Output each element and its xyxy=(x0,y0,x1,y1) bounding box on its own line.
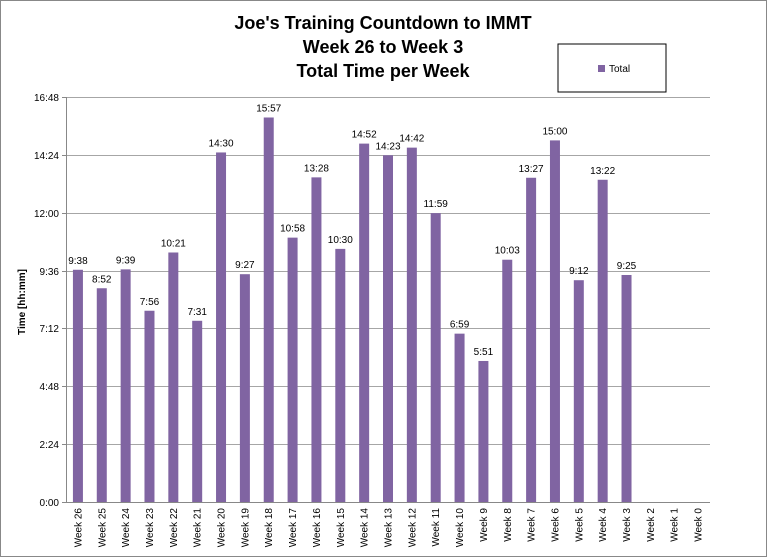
y-axis-label: Time [hh:mm] xyxy=(17,269,28,335)
y-tick-label: 14:24 xyxy=(34,151,59,162)
x-tick-label: Week 19 xyxy=(240,508,251,548)
bar xyxy=(287,237,298,503)
x-tick-label: Week 20 xyxy=(217,508,228,548)
legend-box xyxy=(557,43,667,93)
bar xyxy=(263,117,274,503)
chart-title-line-3: Total Time per Week xyxy=(296,61,470,81)
x-tick-label: Week 26 xyxy=(73,508,84,548)
x-tick-label: Week 24 xyxy=(121,508,132,548)
data-label: 10:30 xyxy=(328,235,353,246)
x-tick-label: Week 21 xyxy=(193,508,204,548)
bar xyxy=(526,177,537,502)
bar xyxy=(311,177,322,503)
x-tick-label: Week 15 xyxy=(336,508,347,548)
x-tick-label: Week 0 xyxy=(694,508,705,542)
data-label: 9:25 xyxy=(617,261,637,272)
bar xyxy=(406,147,417,503)
bar xyxy=(120,269,131,502)
data-label: 13:27 xyxy=(519,164,544,175)
data-label: 14:42 xyxy=(399,134,424,145)
x-tick-label: Week 10 xyxy=(455,508,466,548)
data-label: 8:52 xyxy=(92,274,112,285)
x-tick-label: Week 22 xyxy=(169,508,180,548)
x-tick-label: Week 14 xyxy=(360,508,371,548)
legend-swatch xyxy=(598,65,605,72)
x-tick-label: Week 11 xyxy=(431,508,442,547)
data-label: 10:03 xyxy=(495,246,520,257)
legend: Total xyxy=(557,43,667,93)
data-labels: 9:38 8:52 9:39 7:56 10:21 7:31 14:30 9:27 15:57 1… xyxy=(68,103,636,357)
data-label: 10:21 xyxy=(161,238,186,249)
chart-title-line-2: Week 26 to Week 3 xyxy=(303,37,463,57)
data-label: 13:22 xyxy=(590,166,615,177)
y-tick-label: 16:48 xyxy=(34,93,59,104)
x-tick-label: Week 7 xyxy=(527,508,538,542)
data-label: 9:39 xyxy=(116,255,136,266)
x-tick-label: Week 1 xyxy=(670,508,681,542)
data-label: 9:27 xyxy=(235,260,255,271)
bars xyxy=(72,117,632,503)
y-tick-label: 4:48 xyxy=(40,382,60,393)
x-tick-label: Week 17 xyxy=(288,508,299,548)
data-label: 7:31 xyxy=(187,307,207,318)
y-tick-label: 9:36 xyxy=(40,267,60,278)
x-tick-label: Week 13 xyxy=(384,508,395,548)
x-tick-label: Week 12 xyxy=(407,508,418,548)
data-label: 15:57 xyxy=(256,103,281,114)
x-axis-ticks: Week 26 Week 25 Week 24 Week 23 Week 22 Week … xyxy=(73,508,704,548)
bar xyxy=(168,252,179,502)
bar xyxy=(573,280,584,502)
bar xyxy=(383,155,393,502)
x-tick-label: Week 23 xyxy=(145,508,156,548)
data-label: 9:38 xyxy=(68,256,88,267)
x-tick-label: Week 9 xyxy=(479,508,490,542)
data-label: 14:23 xyxy=(375,141,400,152)
x-tick-label: Week 18 xyxy=(264,508,275,548)
x-tick-label: Week 25 xyxy=(97,508,108,548)
x-tick-label: Week 3 xyxy=(622,508,633,542)
x-tick-label: Week 5 xyxy=(574,508,585,542)
data-label: 13:28 xyxy=(304,163,329,174)
data-label: 14:52 xyxy=(352,130,377,141)
x-tick-label: Week 16 xyxy=(312,508,323,548)
x-tick-label: Week 6 xyxy=(550,508,561,542)
data-label: 10:58 xyxy=(280,224,305,235)
bar xyxy=(359,143,370,503)
bar xyxy=(621,274,632,502)
y-tick-label: 0:00 xyxy=(40,498,60,509)
bar xyxy=(502,259,513,502)
bar xyxy=(144,310,155,502)
bar xyxy=(335,248,346,503)
y-tick-label: 7:12 xyxy=(40,324,60,335)
x-tick-label: Week 2 xyxy=(646,508,657,542)
bar xyxy=(430,213,441,502)
data-label: 5:51 xyxy=(474,347,494,358)
y-tick-label: 12:00 xyxy=(34,209,59,220)
chart-title-line-1: Joe's Training Countdown to IMMT xyxy=(234,13,531,33)
bar xyxy=(192,320,203,502)
bar xyxy=(478,360,489,502)
y-tick-label: 2:24 xyxy=(40,440,60,451)
data-label: 9:12 xyxy=(569,266,589,277)
y-axis-ticks: 0:00 2:24 4:48 7:12 9:36 12:00 14:24 16:48 xyxy=(34,93,59,509)
x-tick-label: Week 4 xyxy=(598,508,609,542)
data-label: 11:59 xyxy=(424,199,449,210)
data-label: 15:00 xyxy=(542,126,567,137)
data-label: 7:56 xyxy=(140,297,160,308)
bar xyxy=(597,179,608,502)
bar xyxy=(96,288,107,502)
x-tick-label: Week 8 xyxy=(503,508,514,542)
data-label: 14:30 xyxy=(209,138,234,149)
bar xyxy=(216,152,227,502)
bar xyxy=(239,274,250,502)
bar xyxy=(72,269,83,502)
bar xyxy=(549,140,560,502)
data-label: 6:59 xyxy=(450,320,470,331)
bar xyxy=(454,333,465,502)
legend-label: Total xyxy=(609,64,630,75)
